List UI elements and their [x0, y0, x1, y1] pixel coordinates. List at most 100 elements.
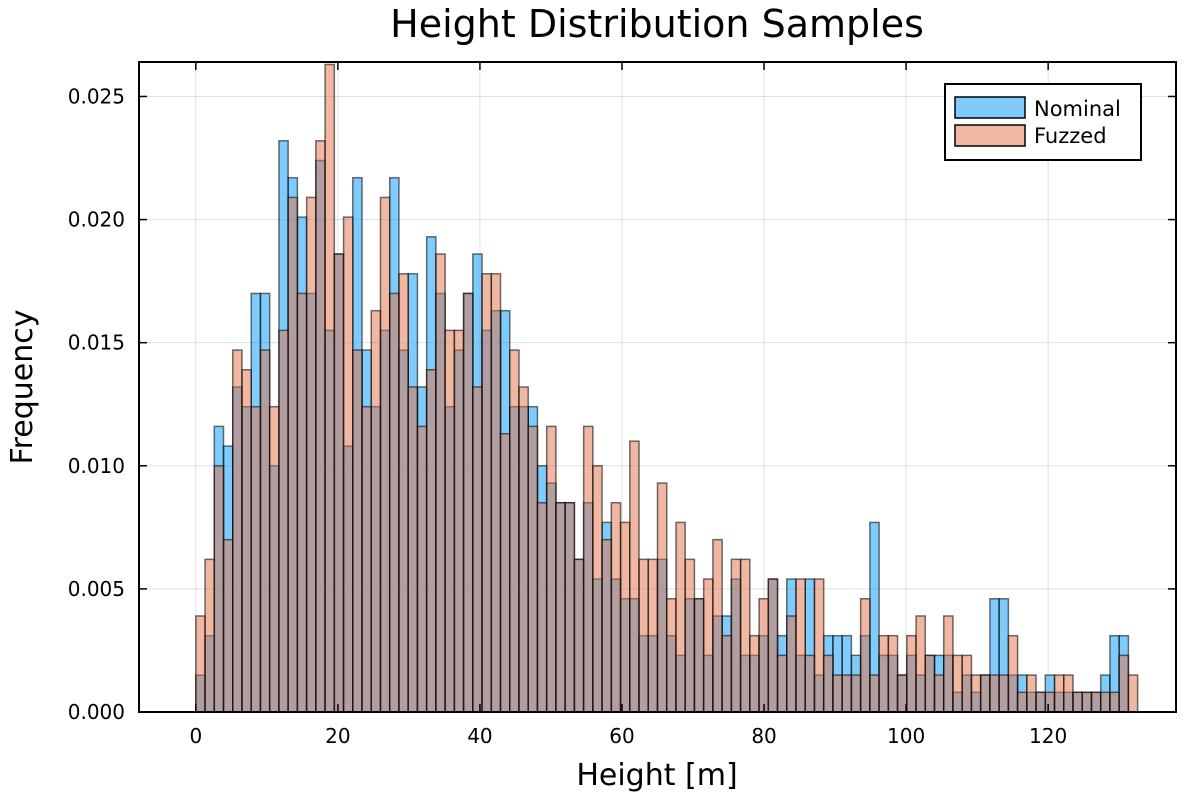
bar-fuzzed: [342, 216, 354, 713]
bar-fuzzed: [942, 615, 954, 713]
bar-fuzzed: [555, 501, 566, 713]
bar-fuzzed: [278, 329, 289, 713]
legend-swatch-fuzzed: [954, 124, 1026, 147]
bar-fuzzed: [250, 405, 262, 713]
bar-fuzzed: [970, 674, 982, 713]
bar-fuzzed: [749, 634, 760, 713]
bar-fuzzed: [804, 654, 816, 713]
bar-fuzzed: [776, 654, 788, 713]
x-tick-label: 20: [325, 724, 350, 748]
x-tick-label: 80: [751, 724, 776, 748]
bar-fuzzed: [1090, 691, 1102, 713]
series-fuzzed: [195, 63, 1139, 713]
bar-fuzzed: [979, 674, 991, 713]
bar-fuzzed: [693, 597, 705, 713]
bar-fuzzed: [241, 369, 252, 713]
bar-fuzzed: [915, 615, 927, 713]
bar-fuzzed: [518, 386, 529, 713]
y-tick-label: 0.020: [68, 208, 125, 232]
bar-fuzzed: [813, 578, 825, 713]
bar-fuzzed: [361, 405, 373, 713]
bar-fuzzed: [352, 349, 363, 713]
bar-fuzzed: [869, 674, 880, 713]
bar-fuzzed: [1007, 634, 1019, 713]
bar-fuzzed: [721, 634, 733, 713]
bar-fuzzed: [887, 634, 899, 713]
bar-fuzzed: [444, 329, 456, 713]
bar-fuzzed: [1109, 691, 1120, 713]
bar-fuzzed: [961, 654, 973, 713]
bar-fuzzed: [675, 521, 686, 713]
bar-fuzzed: [730, 558, 742, 713]
bar-fuzzed: [601, 538, 613, 713]
bar-fuzzed: [841, 674, 853, 713]
bar-fuzzed: [333, 253, 345, 713]
bar-fuzzed: [758, 597, 770, 713]
bar-fuzzed: [1044, 691, 1056, 713]
y-tick-label: 0.010: [68, 454, 125, 478]
bar-fuzzed: [573, 558, 585, 713]
bar-fuzzed: [1127, 674, 1139, 713]
bar-fuzzed: [527, 425, 539, 713]
bar-fuzzed: [1026, 674, 1037, 713]
bar-fuzzed: [998, 674, 1010, 713]
bar-fuzzed: [370, 309, 382, 713]
bar-fuzzed: [1118, 654, 1130, 713]
bar-fuzzed: [499, 433, 511, 713]
bar-fuzzed: [656, 482, 668, 713]
chart-title: Height Distribution Samples: [390, 2, 924, 46]
bar-fuzzed: [435, 253, 446, 713]
x-tick-label: 60: [609, 724, 634, 748]
bar-fuzzed: [315, 140, 326, 713]
bar-fuzzed: [296, 292, 308, 713]
bar-fuzzed: [665, 597, 677, 713]
bar-fuzzed: [407, 386, 419, 713]
bar-fuzzed: [222, 538, 234, 713]
bar-fuzzed: [305, 196, 317, 713]
bar-fuzzed: [795, 578, 806, 713]
legend: Nominal Fuzzed: [944, 83, 1142, 161]
bar-fuzzed: [767, 578, 779, 713]
bar-fuzzed: [1016, 691, 1028, 713]
bar-fuzzed: [416, 425, 428, 713]
bar-fuzzed: [1081, 691, 1093, 713]
x-tick-label: 100: [887, 724, 925, 748]
y-axis-label: Frequency: [5, 310, 40, 465]
bar-fuzzed: [232, 349, 243, 713]
bar-fuzzed: [1063, 674, 1074, 713]
bar-fuzzed: [933, 674, 945, 713]
bar-fuzzed: [472, 386, 483, 713]
bar-fuzzed: [592, 465, 603, 713]
bar-fuzzed: [712, 538, 723, 713]
legend-swatch-nominal: [954, 96, 1026, 119]
bar-fuzzed: [878, 634, 890, 713]
bar-fuzzed: [786, 615, 797, 713]
bar-fuzzed: [425, 369, 437, 713]
bar-fuzzed: [481, 272, 493, 713]
bar-fuzzed: [619, 521, 631, 713]
y-tick-label: 0.000: [68, 700, 125, 724]
bar-fuzzed: [702, 578, 714, 713]
x-tick-label: 120: [1029, 724, 1067, 748]
bar-fuzzed: [684, 558, 696, 713]
bar-fuzzed: [610, 501, 622, 713]
bar-fuzzed: [388, 292, 400, 713]
legend-box: [944, 83, 1142, 161]
axis-ticks: 0 20 40 60 80 100 120 0.000 0.005 0.010 0.015 0.020…: [68, 62, 1176, 748]
bar-fuzzed: [379, 196, 391, 713]
x-axis-label: Height [m]: [576, 758, 737, 793]
legend-label-fuzzed: Fuzzed: [1034, 124, 1107, 148]
bar-fuzzed: [204, 558, 216, 713]
bar-fuzzed: [850, 674, 862, 713]
bar-fuzzed: [490, 272, 502, 713]
bar-fuzzed: [1035, 691, 1047, 713]
bar-fuzzed: [1099, 691, 1111, 713]
bar-fuzzed: [259, 349, 271, 713]
bar-fuzzed: [536, 501, 548, 713]
bar-fuzzed: [832, 674, 843, 713]
x-tick-label: 40: [467, 724, 492, 748]
bar-fuzzed: [906, 634, 917, 713]
bar-fuzzed: [324, 63, 336, 713]
y-tick-label: 0.025: [68, 84, 125, 108]
